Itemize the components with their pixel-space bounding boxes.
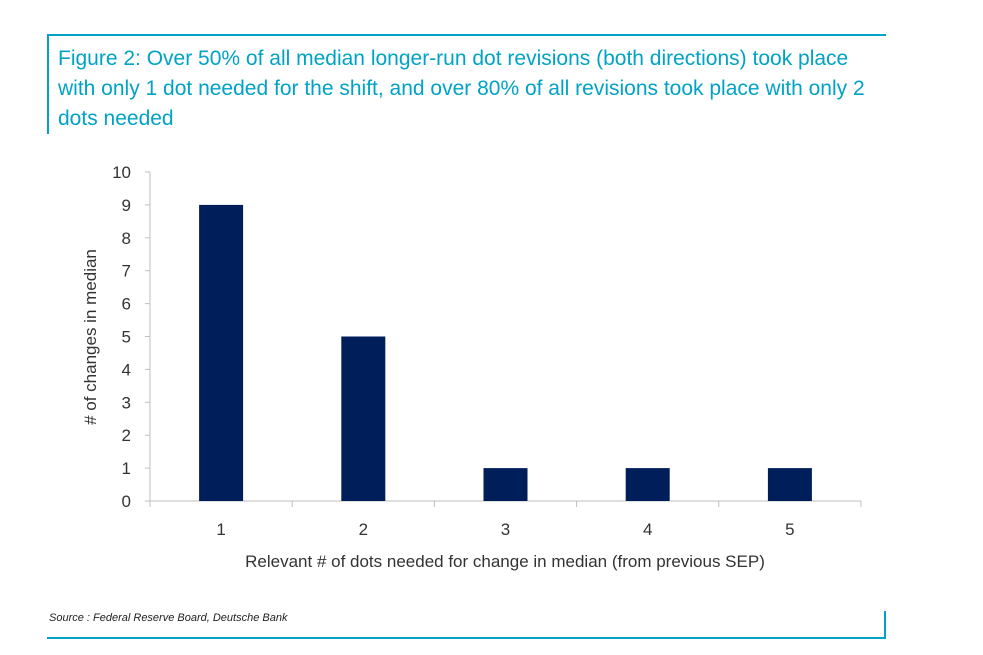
- figure-bottom-border: [47, 637, 886, 639]
- x-tick-label: 5: [785, 520, 794, 539]
- x-axis-label: Relevant # of dots needed for change in …: [245, 552, 765, 571]
- figure-top-border: [47, 34, 886, 36]
- figure-right-border: [884, 611, 886, 639]
- bar-5: [767, 468, 812, 501]
- bars: [199, 204, 812, 501]
- bar-3: [483, 468, 528, 501]
- x-tick-label: 1: [216, 520, 225, 539]
- y-tick-label: 6: [122, 295, 131, 314]
- y-tick-label: 0: [122, 492, 131, 511]
- y-tick-label: 10: [112, 163, 131, 182]
- y-tick-label: 2: [122, 426, 131, 445]
- x-axis: 1 2 3 4 5: [149, 500, 862, 539]
- chart-title: Figure 2: Over 50% of all median longer-…: [58, 47, 865, 130]
- source-note: Source : Federal Reserve Board, Deutsche…: [49, 612, 288, 624]
- y-tick-label: 1: [122, 459, 131, 478]
- y-tick-label: 3: [122, 393, 131, 412]
- y-tick-label: 9: [122, 196, 131, 215]
- y-axis-label: # of changes in median: [81, 249, 100, 425]
- y-axis: 0 1 2 3 4 5 6 7 8 9 10: [112, 163, 151, 511]
- y-tick-label: 8: [122, 229, 131, 248]
- y-tick-label: 4: [122, 360, 131, 379]
- bar-4: [625, 468, 670, 501]
- x-tick-label: 2: [359, 520, 368, 539]
- y-tick-label: 7: [122, 262, 131, 281]
- figure-left-border: [47, 34, 49, 134]
- x-tick-label: 3: [501, 520, 510, 539]
- bar-2: [341, 336, 386, 501]
- bar-1: [199, 204, 244, 501]
- x-tick-label: 4: [643, 520, 652, 539]
- y-tick-label: 5: [122, 328, 131, 347]
